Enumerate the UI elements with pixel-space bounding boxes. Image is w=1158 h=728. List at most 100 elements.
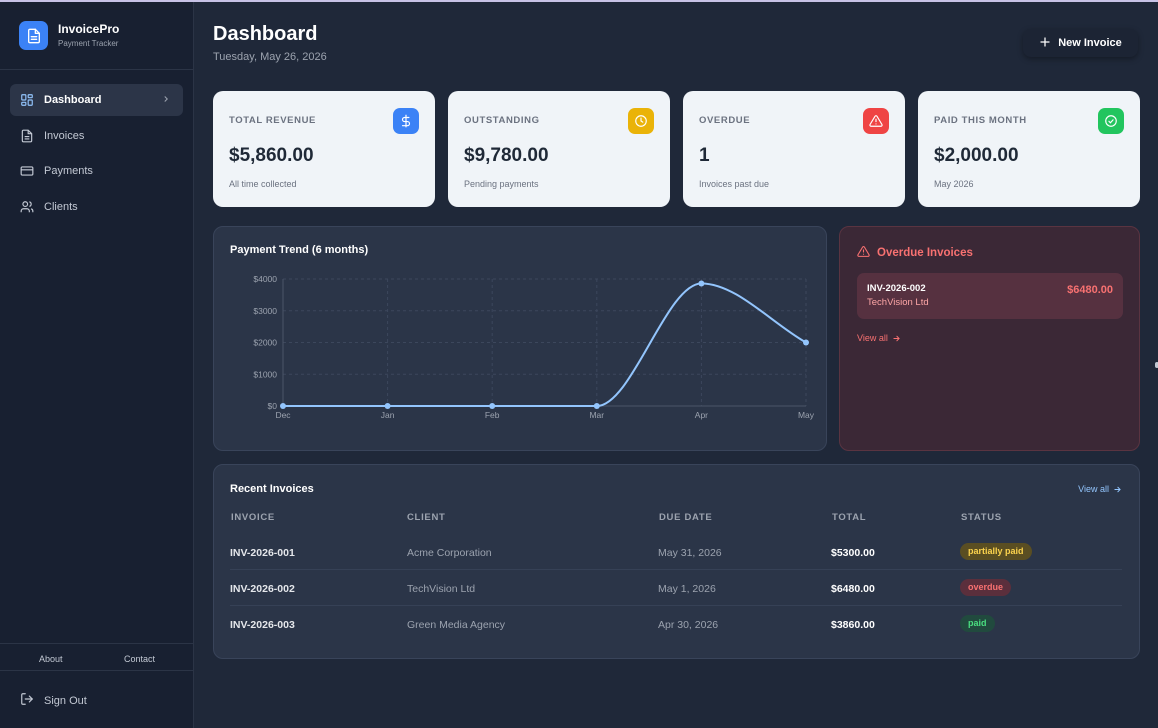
sidebar-item-label: Clients xyxy=(44,200,78,213)
column-header-total[interactable]: TOTAL xyxy=(832,512,867,523)
sidebar-item-dashboard[interactable]: Dashboard xyxy=(10,84,183,116)
column-header-due-date[interactable]: DUE DATE xyxy=(659,512,713,523)
table-row[interactable]: INV-2026-003 Green Media Agency Apr 30, … xyxy=(230,606,1122,642)
stat-sub: Pending payments xyxy=(464,179,539,189)
data-point xyxy=(698,280,705,287)
y-tick-label: $0 xyxy=(268,401,278,411)
status-badge: overdue xyxy=(960,579,1012,596)
chart-title: Payment Trend (6 months) xyxy=(230,244,369,256)
users-icon xyxy=(20,200,34,214)
invoice-total: $5300.00 xyxy=(831,547,875,559)
recent-view-all-link[interactable]: View all xyxy=(1078,484,1122,494)
sidebar-item-invoices[interactable]: Invoices xyxy=(10,120,183,152)
stat-value: $2,000.00 xyxy=(934,145,1019,166)
x-tick-label: Mar xyxy=(589,410,604,420)
sidebar-divider xyxy=(0,643,193,644)
x-tick-label: Dec xyxy=(275,410,291,420)
invoice-due-date: May 1, 2026 xyxy=(658,583,716,595)
stat-card-outstanding: OUTSTANDING $9,780.00 Pending payments xyxy=(448,91,670,207)
payment-trend-chart: $0 $1000 $2000 $3000 $4000 Dec Jan Feb Mar Apr May xyxy=(253,274,815,420)
stat-card-total-revenue: TOTAL REVENUE $5,860.00 All time collect… xyxy=(213,91,435,207)
sidebar-divider xyxy=(0,670,193,671)
table-row[interactable]: INV-2026-002 TechVision Ltd May 1, 2026 … xyxy=(230,570,1122,606)
stat-card-overdue: OVERDUE 1 Invoices past due xyxy=(683,91,905,207)
stat-value: $9,780.00 xyxy=(464,145,549,166)
data-point xyxy=(384,403,391,409)
app-tagline: Payment Tracker xyxy=(58,38,119,48)
edge-handle xyxy=(1155,362,1158,368)
y-tick-label: $4000 xyxy=(253,274,277,284)
page-title: Dashboard xyxy=(213,23,318,45)
data-point xyxy=(280,403,286,409)
stat-label: TOTAL REVENUE xyxy=(229,115,316,126)
recent-invoices-title: Recent Invoices xyxy=(230,483,314,495)
dollar-icon xyxy=(393,108,419,134)
y-tick-label: $3000 xyxy=(253,306,277,316)
overdue-invoice-amount: $6480.00 xyxy=(1067,284,1113,296)
stat-sub: All time collected xyxy=(229,179,297,189)
invoice-number: INV-2026-003 xyxy=(230,619,295,631)
stat-card-paid-this-month: PAID THIS MONTH $2,000.00 May 2026 xyxy=(918,91,1140,207)
y-tick-label: $2000 xyxy=(253,338,277,348)
file-text-icon xyxy=(19,21,48,50)
sidebar-divider xyxy=(0,69,193,70)
stat-label: OVERDUE xyxy=(699,115,751,126)
invoice-client: Green Media Agency xyxy=(407,619,506,631)
arrow-right-icon xyxy=(1113,485,1122,494)
sidebar: InvoicePro Payment Tracker Dashboard Inv… xyxy=(0,2,194,728)
invoice-client: Acme Corporation xyxy=(407,547,492,559)
sidebar-nav: Dashboard Invoices Payments Clients xyxy=(10,84,183,226)
view-all-label: View all xyxy=(857,333,888,343)
overdue-invoices-panel: Overdue Invoices INV-2026-002 TechVision… xyxy=(839,226,1140,451)
invoice-icon xyxy=(20,129,34,143)
sidebar-item-clients[interactable]: Clients xyxy=(10,191,183,223)
y-tick-label: $1000 xyxy=(253,369,277,379)
stat-sub: May 2026 xyxy=(934,179,974,189)
column-header-invoice[interactable]: INVOICE xyxy=(231,512,275,523)
status-badge: paid xyxy=(960,615,995,632)
invoice-client: TechVision Ltd xyxy=(407,583,476,595)
overdue-title-label: Overdue Invoices xyxy=(877,247,973,259)
invoice-number: INV-2026-002 xyxy=(230,583,295,595)
column-header-client[interactable]: CLIENT xyxy=(407,512,446,523)
x-tick-label: Feb xyxy=(485,410,500,420)
brand[interactable]: InvoicePro Payment Tracker xyxy=(19,21,119,50)
invoice-total: $6480.00 xyxy=(831,583,875,595)
overdue-invoice-client: TechVision Ltd xyxy=(867,297,929,308)
sign-out-button[interactable]: Sign Out xyxy=(20,692,87,709)
sidebar-item-label: Invoices xyxy=(44,129,85,142)
check-circle-icon xyxy=(1098,108,1124,134)
contact-link[interactable]: Contact xyxy=(124,654,156,664)
view-all-label: View all xyxy=(1078,484,1109,494)
sidebar-item-payments[interactable]: Payments xyxy=(10,155,183,187)
overdue-title: Overdue Invoices xyxy=(857,245,973,261)
clock-icon xyxy=(628,108,654,134)
stat-label: PAID THIS MONTH xyxy=(934,115,1027,126)
invoice-due-date: Apr 30, 2026 xyxy=(658,619,719,631)
invoice-due-date: May 31, 2026 xyxy=(658,547,722,559)
overdue-invoice-item[interactable]: INV-2026-002 TechVision Ltd $6480.00 xyxy=(857,273,1123,319)
stat-sub: Invoices past due xyxy=(699,179,770,189)
chevron-right-icon xyxy=(161,94,171,107)
alert-triangle-icon xyxy=(857,245,877,261)
new-invoice-button[interactable]: New Invoice xyxy=(1023,29,1138,57)
top-border xyxy=(0,0,1158,2)
invoice-number: INV-2026-001 xyxy=(230,547,295,559)
status-badge: partially paid xyxy=(960,543,1032,560)
about-link[interactable]: About xyxy=(39,654,63,664)
log-out-icon xyxy=(20,692,44,709)
sidebar-item-label: Dashboard xyxy=(44,94,102,106)
stat-value: $5,860.00 xyxy=(229,145,314,166)
alert-triangle-icon xyxy=(863,108,889,134)
overdue-view-all-link[interactable]: View all xyxy=(857,333,901,343)
invoice-total: $3860.00 xyxy=(831,619,875,631)
sign-out-label: Sign Out xyxy=(44,694,87,707)
column-header-status[interactable]: STATUS xyxy=(961,512,1002,523)
table-row[interactable]: INV-2026-001 Acme Corporation May 31, 20… xyxy=(230,534,1122,570)
new-invoice-label: New Invoice xyxy=(1058,37,1122,49)
overdue-invoice-number: INV-2026-002 xyxy=(867,283,926,294)
page-date: Tuesday, May 26, 2026 xyxy=(213,51,327,63)
series-line xyxy=(283,282,807,407)
x-tick-label: May xyxy=(798,410,815,420)
x-tick-label: Apr xyxy=(695,410,708,420)
